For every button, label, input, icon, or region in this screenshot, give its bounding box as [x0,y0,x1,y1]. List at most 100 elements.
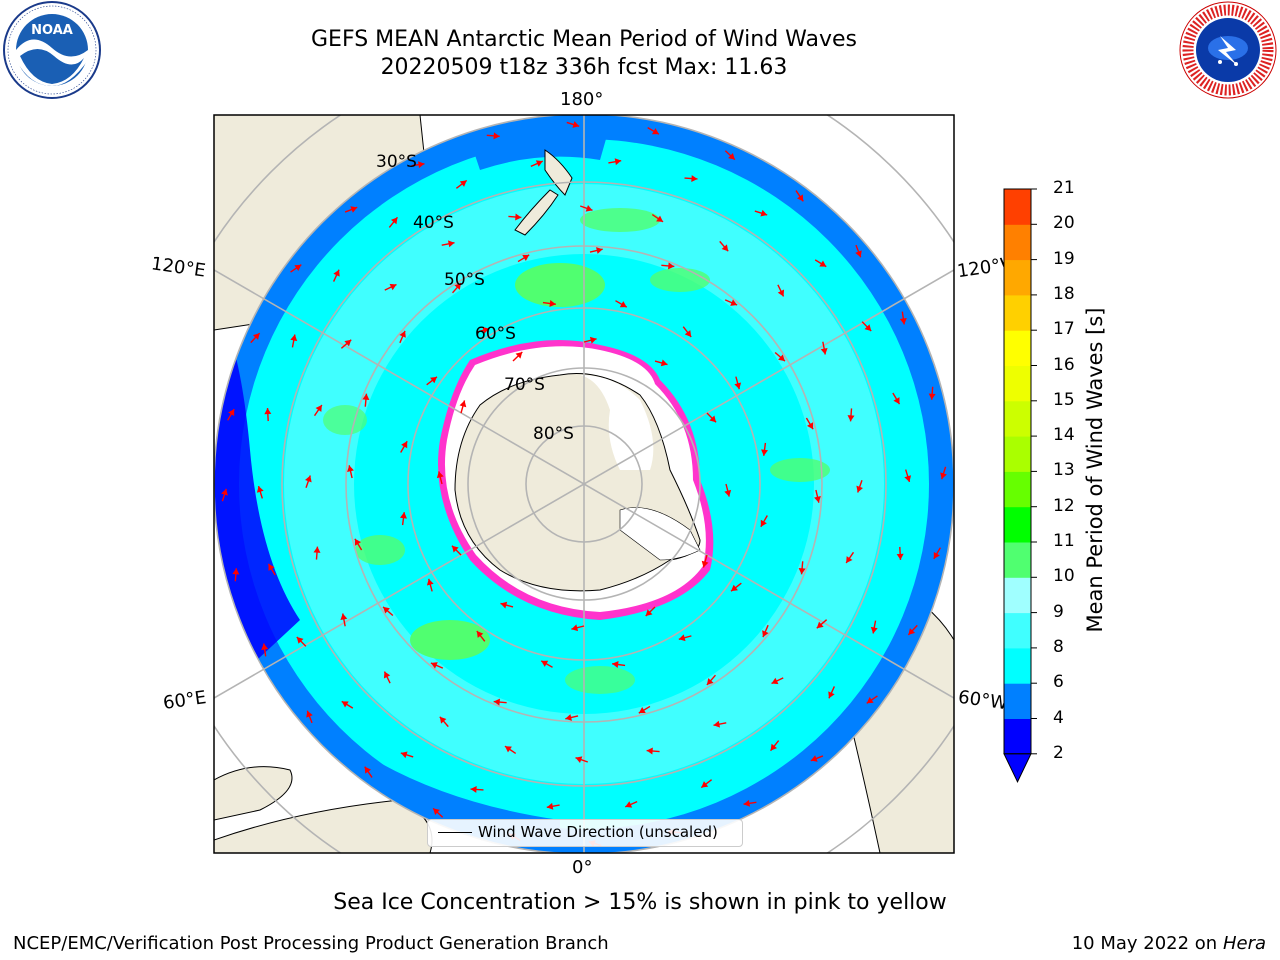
wind-arrow-head [778,354,785,362]
madagascar-land [214,766,293,821]
colorbar-title: Mean Period of Wind Waves [s] [1083,307,1107,633]
lat-label-60s: 60°S [475,324,516,344]
wind-arrow-head [585,205,593,212]
lat-label-80s: 80°S [533,424,574,444]
colorbar-tick-label: 21 [1053,178,1075,198]
wind-arrow-head [760,209,768,217]
wind-arrow-head [728,152,735,160]
footer-credit: NCEP/EMC/Verification Post Processing Pr… [13,933,609,954]
wind-arrow-head [294,264,302,271]
wind-arrow-head [350,206,358,213]
wind-arrow-head [828,691,835,699]
wind-arrow-head [816,621,824,629]
wind-arrow-head [436,471,444,479]
wind-arrow-head [549,300,556,307]
wind-arrow-head [256,486,264,493]
colorbar-tick-label: 15 [1053,389,1075,410]
sea-ice-caption: Sea Ice Concentration > 15% is shown in … [333,890,947,915]
wind-arrow-head [535,160,543,167]
chart-subtitle: 20220509 t18z 336h fcst Max: 11.63 [380,55,788,80]
legend-line-swatch [438,832,472,833]
lon-label-180: 180° [560,89,604,110]
wind-arrow-head [713,720,721,728]
noaa-logo: NOAA [3,1,101,99]
wind-arrow-head [596,247,603,254]
wind-arrow-head [589,336,597,344]
colorbar-segment [1004,259,1031,296]
wind-arrow-head [439,716,447,724]
wind-arrow-head [771,677,779,685]
colorbar-tick-label: 13 [1053,460,1075,481]
wind-arrow-head [847,415,855,422]
colorbar-tick-label: 16 [1053,354,1075,375]
wind-arrow-head [899,318,907,325]
wind-arrow-head [232,568,240,575]
wind-arrow-head [426,578,434,586]
wind-arrow-head [770,743,778,751]
colorbar-tick-label: 8 [1053,636,1064,657]
colorbar-extend-arrow [1003,753,1032,783]
wind-arrow-head [221,488,228,496]
wind-arrow-head [619,301,627,308]
wind-arrow-head [709,415,717,423]
wind-arrow-head [651,128,659,135]
wind-arrow-head [575,756,583,763]
footer-machine: Hera [1222,933,1266,954]
wind-arrow-head [691,175,698,183]
wind-arrow-head [614,158,622,166]
wind-arrow-head [383,606,390,614]
wind-arrow-head [306,710,313,718]
wind-arrow-head [389,283,397,291]
noaa-emblem-text: NOAA [31,23,73,38]
wind-arrow-head [546,802,554,810]
wind-arrow-head [762,630,769,638]
wind-arrow-head [228,409,235,417]
colorbar-segment [1004,542,1031,578]
wind-arrow-head [734,382,742,390]
wind-arrow-head [541,660,549,667]
wind-arrow-head [493,132,500,140]
colorbar-segment [1004,683,1031,719]
wind-arrow-head [333,269,340,277]
colorbar-tick-label: 20 [1053,213,1075,234]
wind-arrow-head [459,180,467,187]
wind-arrow-head [814,496,821,503]
colorbar-segment [1004,612,1031,649]
colorbar-tick-label: 2 [1053,742,1064,763]
colorbar-segment [1004,718,1031,755]
colorbar-tick-label: 11 [1053,531,1075,551]
wind-arrow-head [706,678,714,685]
nws-logo [1179,1,1277,99]
wind-arrow-head [572,121,580,128]
wind-arrow-head [401,441,408,449]
colorbar-tick-label: 10 [1053,566,1075,587]
wind-arrow-head [866,697,874,704]
map-legend: Wind Wave Direction (unscaled) [427,819,743,847]
new-zealand-north [544,149,573,196]
wind-arrow-head [856,485,863,493]
wind-arrow-head [893,397,900,405]
colorbar-segment [1004,189,1031,225]
wind-arrow-head [855,250,862,258]
new-zealand-south [514,189,559,236]
footer-date: 10 May 2022 on Hera [1072,933,1266,954]
wind-arrow-head [500,601,508,609]
wind-arrow-head [933,551,940,559]
wind-arrow-head [493,698,500,706]
wind-arrow-head [470,785,477,793]
wind-arrow-head [731,584,738,592]
wind-arrow-head [364,766,371,774]
wind-arrow-head [305,475,312,483]
colorbar [1003,188,1037,783]
wind-arrow-head [810,755,818,762]
wind-arrow-head [646,747,653,755]
wind-arrow-head [344,339,352,347]
wind-arrow-head [296,637,304,644]
colorbar-segment [1004,436,1031,472]
wind-arrow-head [459,400,467,408]
wind-arrow-head [701,560,709,568]
wind-arrow-head [846,556,853,564]
wind-arrow-head [340,613,348,621]
colorbar-segment [1004,294,1031,331]
